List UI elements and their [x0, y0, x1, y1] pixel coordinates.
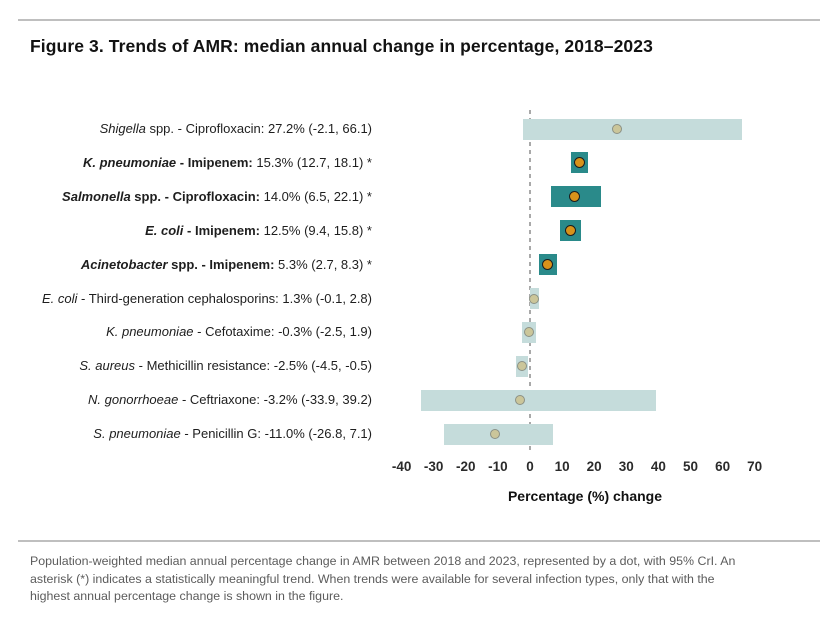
x-tick-label: 70	[747, 459, 763, 474]
row-label: S. aureus - Methicillin resistance: -2.5…	[0, 356, 372, 376]
row-label: Acinetobacter spp. - Imipenem: 5.3% (2.7…	[0, 255, 372, 275]
organism-name: S. aureus	[79, 358, 136, 374]
credible-interval-bar	[421, 389, 656, 411]
row-values: 14.0% (6.5, 22.1) *	[259, 188, 372, 204]
median-dot	[529, 293, 540, 304]
row-label: K. pneumoniae - Imipenem: 15.3% (12.7, 1…	[0, 153, 372, 173]
row-label: E. coli - Third-generation cephalosporin…	[0, 289, 372, 309]
antibiotic-name: - Imipenem:	[176, 154, 253, 170]
organism-name: S. pneumoniae	[93, 426, 181, 442]
x-axis-label: Percentage (%) change	[507, 488, 663, 504]
organism-name: Acinetobacter	[80, 256, 168, 272]
organism-name: K. pneumoniae	[106, 324, 194, 340]
figure-title: Figure 3. Trends of AMR: median annual c…	[30, 36, 653, 56]
row-label: N. gonorrhoeae - Ceftriaxone: -3.2% (-33…	[0, 390, 372, 410]
credible-interval-bar	[523, 118, 743, 140]
x-tick-label: 60	[715, 459, 731, 474]
top-divider	[18, 19, 820, 21]
row-label: S. pneumoniae - Penicillin G: -11.0% (-2…	[0, 424, 372, 444]
organism-name: Salmonella	[62, 188, 131, 204]
median-dot	[514, 395, 525, 406]
figure-caption: Population-weighted median annual percen…	[30, 553, 820, 606]
row-values: 27.2% (-2.1, 66.1)	[264, 121, 372, 136]
x-tick-label: -20	[456, 459, 476, 474]
organism-name: K. pneumoniae	[82, 154, 177, 170]
organism-name: E. coli	[42, 290, 78, 306]
median-dot	[612, 124, 623, 134]
row-values: -2.5% (-4.5, -0.5)	[270, 358, 372, 374]
antibiotic-name: - Third-generation cephalosporins:	[77, 290, 279, 306]
median-dot	[569, 191, 581, 203]
median-dot	[564, 225, 576, 237]
median-dot	[489, 429, 500, 440]
row-values: 1.3% (-0.1, 2.8)	[278, 290, 372, 306]
antibiotic-name: - Penicillin G:	[180, 426, 261, 442]
x-tick-label: 50	[682, 459, 699, 474]
antibiotic-name: spp. - Imipenem:	[167, 256, 275, 272]
row-values: -0.3% (-2.5, 1.9)	[274, 324, 372, 340]
bottom-divider	[18, 540, 820, 542]
row-label: Salmonella spp. - Ciprofloxacin: 14.0% (…	[0, 187, 372, 207]
caption-line: highest annual percentage change is show…	[30, 589, 344, 604]
row-values: 5.3% (2.7, 8.3) *	[274, 256, 372, 272]
x-tick-label: -30	[423, 459, 444, 474]
zero-reference-line	[529, 110, 531, 452]
row-values: 15.3% (12.7, 18.1) *	[252, 154, 372, 170]
x-tick-label: 40	[650, 459, 666, 474]
median-dot	[541, 259, 553, 271]
median-dot	[524, 327, 535, 338]
antibiotic-name: - Cefotaxime:	[193, 324, 275, 340]
x-tick-label: -40	[391, 459, 412, 474]
organism-name: Shigella	[99, 121, 146, 136]
caption-line: Population-weighted median annual percen…	[30, 554, 736, 568]
caption-line: asterisk (*) indicates a statistically m…	[30, 571, 715, 586]
row-values: 12.5% (9.4, 15.8) *	[259, 222, 372, 238]
antibiotic-name: - Imipenem:	[183, 222, 260, 238]
row-label: Shigella spp. - Ciprofloxacin: 27.2% (-2…	[0, 119, 372, 139]
x-tick-label: 20	[586, 459, 602, 474]
row-values: -3.2% (-33.9, 39.2)	[260, 392, 372, 408]
x-tick-label: 30	[618, 459, 634, 474]
median-dot	[516, 361, 527, 372]
row-label: K. pneumoniae - Cefotaxime: -0.3% (-2.5,…	[0, 322, 372, 342]
organism-name: E. coli	[145, 222, 184, 238]
x-tick-label: -10	[488, 459, 508, 474]
row-label: E. coli - Imipenem: 12.5% (9.4, 15.8) *	[0, 221, 372, 241]
organism-name: N. gonorrhoeae	[88, 392, 179, 408]
antibiotic-name: spp. - Ciprofloxacin:	[145, 121, 265, 136]
row-values: -11.0% (-26.8, 7.1)	[260, 426, 372, 442]
antibiotic-name: - Ceftriaxone:	[178, 392, 260, 408]
x-tick-label: 10	[554, 459, 570, 474]
x-tick-label: 0	[526, 459, 534, 474]
antibiotic-name: - Methicillin resistance:	[135, 358, 271, 374]
antibiotic-name: spp. - Ciprofloxacin:	[130, 188, 260, 204]
median-dot	[573, 157, 585, 169]
